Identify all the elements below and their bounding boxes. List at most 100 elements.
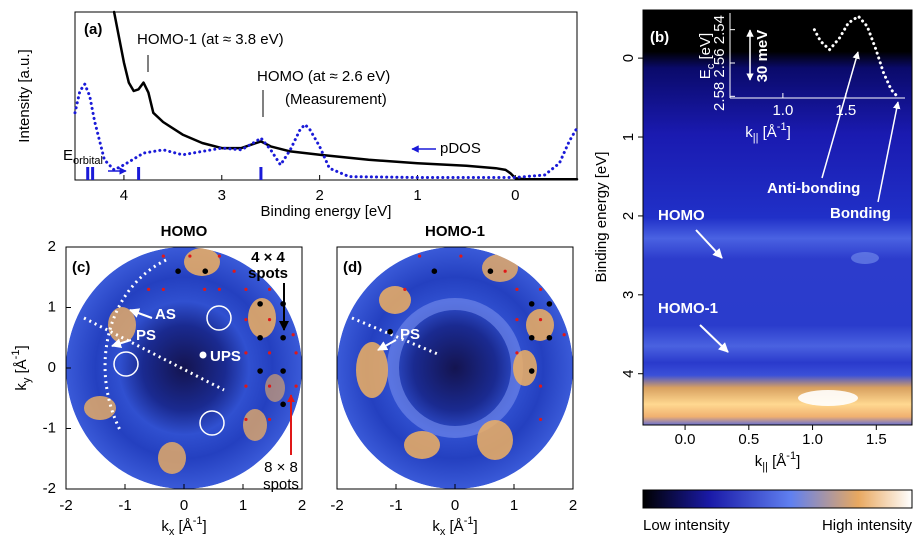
overlay-shapes [83, 29, 901, 455]
lattice-spot [257, 334, 263, 341]
y-tick-label: 2 [620, 212, 637, 220]
y-tick-label: 1 [48, 298, 56, 315]
x-tick-label: 4 [120, 187, 128, 204]
data-line [112, 10, 579, 181]
superlattice-spot [267, 417, 272, 422]
y-axis-label-part: -1 [10, 350, 22, 360]
superlattice-spot [244, 351, 248, 355]
x-tick-label: -1 [118, 497, 131, 514]
superlattice-spot [515, 351, 519, 355]
superlattice-spot [538, 318, 543, 322]
lattice-spot [280, 334, 286, 341]
annotation: HOMO (at ≈ 2.6 eV) [257, 68, 390, 85]
y-tick-label: 3 [620, 291, 637, 299]
inset-x-label: k|| [Å-1] [745, 121, 791, 144]
momentum-map-d [337, 247, 573, 489]
superlattice-spot [217, 287, 221, 291]
lattice-spot [546, 301, 553, 307]
plot-frame [642, 9, 913, 426]
superlattice-spot [538, 417, 543, 422]
inset-x-label-part: ] [787, 124, 791, 141]
y-tick-label: 2.56 [711, 48, 728, 77]
x-axis-label: kx [Å-1] [161, 515, 206, 538]
x-axis-label-part: k [755, 453, 763, 470]
superlattice-spot [244, 287, 248, 291]
y-tick-label: 1 [620, 133, 637, 141]
x-tick-label: 1 [239, 497, 247, 514]
data-line [73, 82, 579, 179]
orbital-label-part: E [63, 147, 73, 164]
y-axis-label-part: k [13, 383, 30, 391]
annotation: HOMO-1 (at ≈ 3.8 eV) [137, 31, 284, 48]
y-tick-label: 2.54 [711, 15, 728, 44]
x-axis-label-part: x [169, 526, 175, 538]
x-tick-label: 2 [569, 497, 577, 514]
superlattice-spot [147, 287, 151, 291]
x-axis-label-part: x [440, 526, 446, 538]
x-tick-label: 1.0 [802, 431, 823, 448]
annotation: (Measurement) [285, 91, 387, 108]
superlattice-spot [267, 318, 272, 322]
panel-label: (b) [650, 29, 669, 46]
panel-label: (a) [84, 21, 102, 38]
x-tick-label: 2 [315, 187, 323, 204]
superlattice-spot [503, 269, 507, 273]
superlattice-spot [291, 333, 295, 337]
y-tick-label: 4 [620, 370, 637, 378]
lattice-spot [387, 328, 393, 335]
superlattice-spot [515, 287, 519, 291]
x-axis-label-part: -1 [786, 450, 796, 462]
x-axis-label-part: || [762, 461, 768, 473]
x-tick-label: 2 [298, 497, 306, 514]
superlattice-spot [403, 287, 407, 291]
superlattice-spot [232, 269, 236, 273]
colorbar [642, 489, 913, 509]
annotation: spots [248, 265, 288, 282]
superlattice-spot [188, 254, 192, 258]
y-axis-label: ky [Å-1] [10, 345, 33, 390]
superlattice-spot [161, 254, 165, 258]
panel-label: (c) [72, 259, 90, 276]
annotation: pDOS [440, 140, 481, 157]
x-tick-label: 0 [451, 497, 459, 514]
lattice-spot [202, 268, 209, 275]
annotation: AS [155, 306, 176, 323]
y-tick-label: -1 [43, 419, 56, 436]
superlattice-spot [294, 351, 298, 355]
annotation: 30 meV [754, 30, 771, 83]
plot-frame [74, 11, 578, 181]
x-tick-label: 1 [413, 187, 421, 204]
lattice-spot [431, 268, 438, 275]
superlattice-spot [538, 287, 543, 291]
x-axis-label-part: [Å [174, 518, 192, 535]
x-tick-label: -2 [330, 497, 343, 514]
y-tick-label: 2.58 [711, 82, 728, 111]
x-axis-label: kx [Å-1] [432, 515, 477, 538]
x-tick-label: 0.5 [738, 431, 759, 448]
momentum-map-c [66, 247, 302, 489]
panel-title: HOMO-1 [425, 223, 485, 240]
lattice-spot [257, 301, 263, 307]
colorbar-label: High intensity [822, 517, 913, 534]
inset-y-label-part: [eV] [697, 33, 714, 64]
inset-x-label-part: [Å [758, 124, 776, 141]
superlattice-spot [515, 318, 519, 322]
x-axis-label-part: [Å [445, 518, 463, 535]
lattice-spot [528, 301, 535, 307]
x-tick-label: 1.5 [866, 431, 887, 448]
x-tick-label: -2 [59, 497, 72, 514]
x-axis-label-part: -1 [193, 515, 203, 527]
annotation: Anti-bonding [767, 180, 860, 197]
annotation: HOMO-1 [658, 300, 718, 317]
x-axis-label-part: -1 [464, 515, 474, 527]
inset-y-label-part: E [697, 69, 714, 79]
superlattice-spot [244, 318, 248, 322]
inset-x-label-part: k [745, 124, 753, 141]
superlattice-spot [267, 351, 272, 355]
annotation: Bonding [830, 205, 891, 222]
superlattice-spot [217, 254, 221, 258]
x-axis-label: Binding energy [eV] [261, 203, 392, 220]
superlattice-spot [562, 333, 566, 337]
x-axis-label-part: k [161, 518, 169, 535]
superlattice-spot [244, 384, 248, 388]
